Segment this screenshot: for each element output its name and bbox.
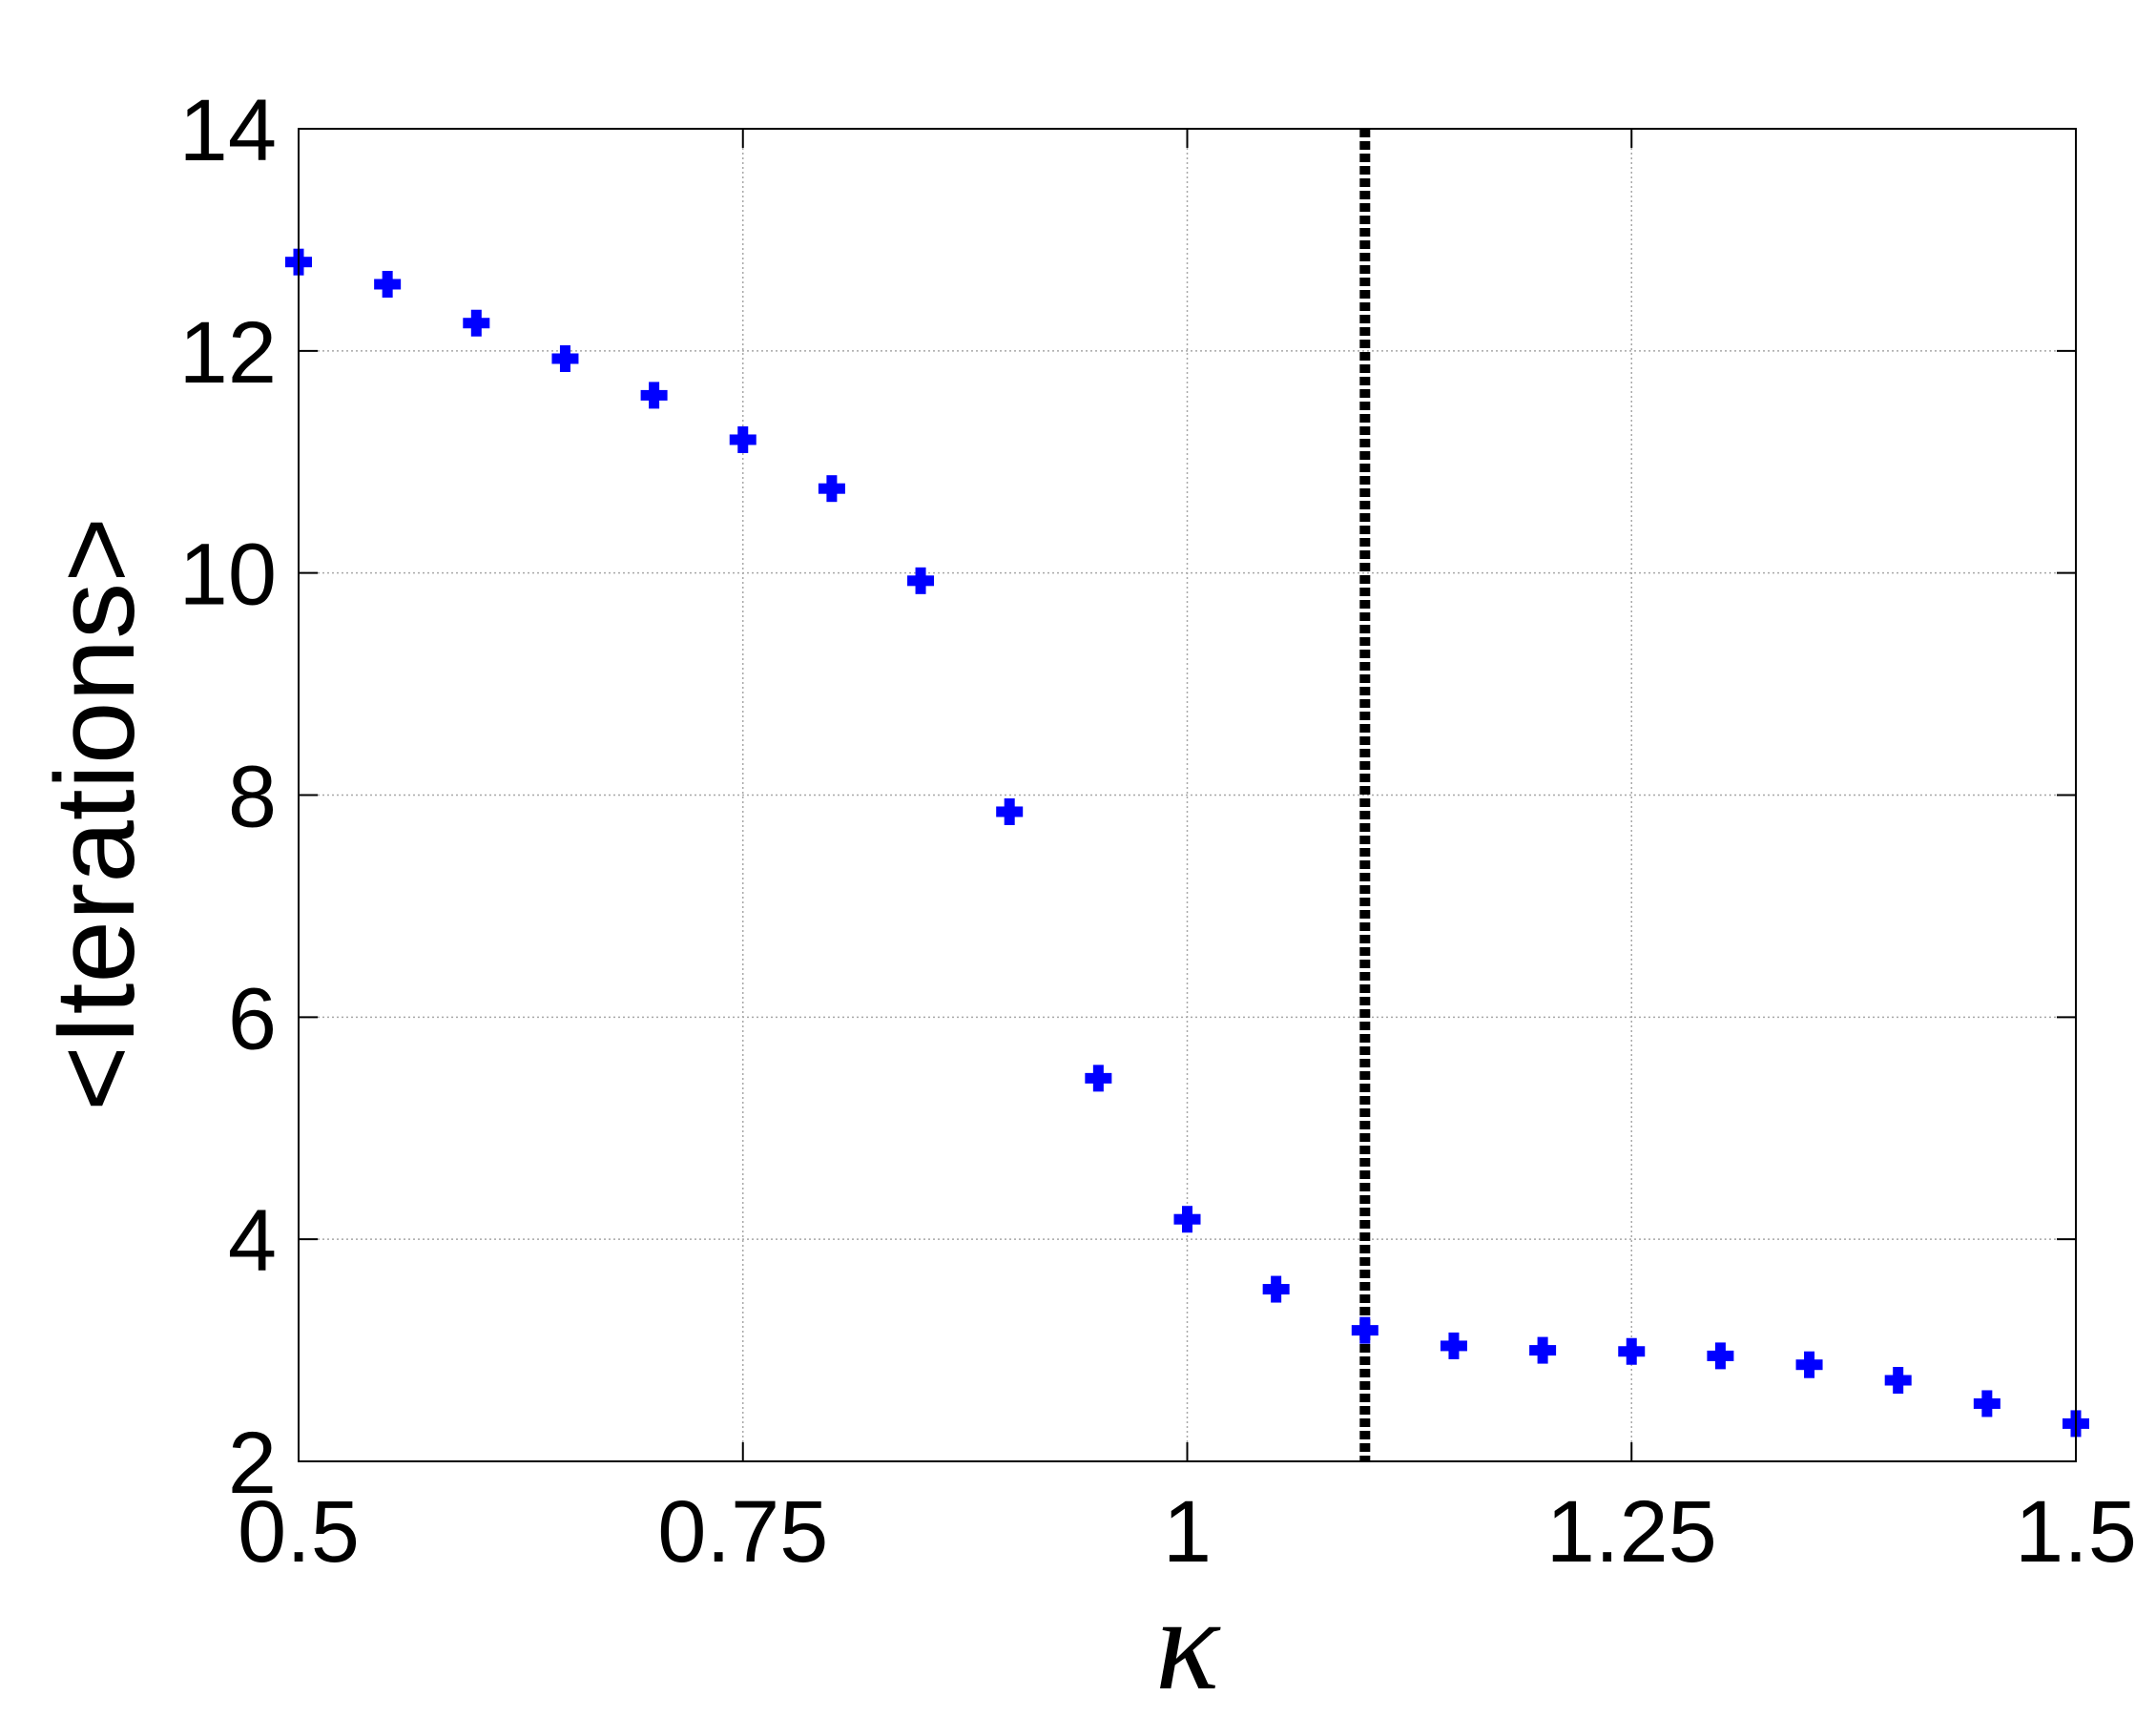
data-point bbox=[551, 344, 579, 372]
y-tick-label: 10 bbox=[179, 527, 277, 624]
data-point bbox=[1262, 1275, 1290, 1303]
x-tick-label: 1.25 bbox=[1546, 1483, 1717, 1581]
y-axis-label: <Iterations> bbox=[32, 517, 158, 1111]
data-point bbox=[996, 797, 1024, 825]
data-point bbox=[1351, 1316, 1379, 1344]
data-point-vbar bbox=[737, 425, 749, 453]
data-point-vbar bbox=[1714, 1342, 1726, 1370]
data-point bbox=[1529, 1336, 1557, 1364]
data-point bbox=[729, 425, 757, 453]
data-point bbox=[1085, 1065, 1112, 1092]
data-point-vbar bbox=[826, 475, 838, 503]
data-point-vbar bbox=[1626, 1337, 1637, 1365]
data-point bbox=[1173, 1206, 1201, 1233]
data-point-vbar bbox=[1092, 1065, 1104, 1092]
y-tick-label: 6 bbox=[228, 970, 277, 1067]
data-point-vbar bbox=[1537, 1336, 1548, 1364]
x-tick-labels: 0.5 0.75 1 1.25 1.5 bbox=[238, 1483, 2137, 1581]
data-point bbox=[1618, 1337, 1646, 1365]
ticks bbox=[298, 128, 2077, 1462]
data-point bbox=[463, 309, 490, 337]
data-point-vbar bbox=[559, 344, 570, 372]
data-point bbox=[640, 382, 668, 409]
data-point bbox=[818, 475, 845, 503]
y-tick-label: 8 bbox=[228, 749, 277, 846]
data-point-vbar bbox=[915, 567, 926, 594]
data-point bbox=[907, 567, 935, 594]
data-point bbox=[1884, 1367, 1912, 1395]
data-point-vbar bbox=[1893, 1367, 1904, 1395]
data-point-vbar bbox=[1182, 1206, 1192, 1233]
x-tick-label: 1 bbox=[1163, 1483, 1212, 1581]
data-point-vbar bbox=[649, 382, 660, 409]
x-tick-label: 0.5 bbox=[238, 1483, 360, 1581]
data-point-vbar bbox=[470, 309, 482, 337]
data-point-vbar bbox=[1359, 1316, 1371, 1344]
data-point-vbar bbox=[1271, 1275, 1282, 1303]
y-tick-labels: 2 4 6 8 10 12 14 bbox=[179, 82, 277, 1512]
data-point-vbar bbox=[1981, 1390, 1993, 1417]
data-point bbox=[1440, 1332, 1467, 1359]
data-point-vbar bbox=[382, 270, 393, 298]
y-tick-label: 2 bbox=[228, 1415, 277, 1512]
x-axis-label: κ bbox=[1155, 1570, 1221, 1717]
data-point bbox=[374, 270, 402, 298]
x-tick-label: 0.75 bbox=[657, 1483, 828, 1581]
y-tick-label: 4 bbox=[228, 1192, 277, 1290]
y-tick-label: 14 bbox=[179, 82, 277, 179]
data-point bbox=[1795, 1351, 1823, 1378]
data-point bbox=[1973, 1390, 2001, 1417]
data-point-vbar bbox=[1804, 1351, 1815, 1378]
data-point bbox=[1707, 1342, 1734, 1370]
x-tick-label: 1.5 bbox=[2015, 1483, 2137, 1581]
data-point-vbar bbox=[1004, 797, 1015, 825]
data-point-vbar bbox=[1448, 1332, 1460, 1359]
y-tick-label: 12 bbox=[179, 304, 277, 402]
